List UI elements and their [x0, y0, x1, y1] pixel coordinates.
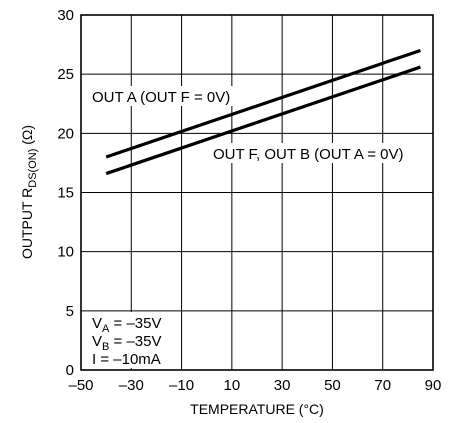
series-label-out-a-background — [90, 86, 238, 106]
y-axis-label: OUTPUT RDS(ON) (Ω) — [19, 125, 39, 259]
x-axis-label: TEMPERATURE (°C) — [190, 401, 324, 417]
y-axis-label-subscript: DS(ON) — [27, 149, 39, 188]
series-label-out-a: OUT A (OUT F = 0V) — [90, 86, 238, 106]
condition-vb-main: V — [92, 333, 102, 350]
x-tick-label: –30 — [119, 377, 144, 394]
condition-vb: VB = –35V — [92, 333, 162, 353]
y-axis-label-suffix: (Ω) — [19, 125, 35, 149]
condition-va-main: V — [92, 315, 102, 332]
condition-va-rest: = –35V — [109, 315, 161, 332]
series-label-out-f-b-background — [211, 143, 421, 163]
condition-current: I = –10mA — [92, 351, 161, 368]
y-tick-label: 15 — [57, 185, 74, 202]
condition-va: VA = –35V — [92, 315, 162, 335]
conditions-box: VA = –35V VB = –35V I = –10mA — [84, 312, 174, 368]
plot-frame — [80, 14, 434, 371]
x-tick-label: 50 — [324, 377, 341, 394]
y-tick-label: 20 — [57, 125, 74, 142]
condition-va-sub: A — [102, 323, 110, 335]
y-tick-labels: 0 5 10 15 20 25 30 — [57, 7, 74, 379]
condition-vb-rest: = –35V — [109, 333, 161, 350]
x-tick-label: –50 — [68, 377, 93, 394]
x-tick-labels: –50 –30 –10 10 30 50 70 90 — [68, 377, 441, 394]
y-tick-label: 25 — [57, 66, 74, 83]
series-lines — [105, 48, 421, 176]
y-tick-label: 5 — [66, 303, 74, 320]
x-tick-label: 10 — [224, 377, 241, 394]
conditions-background — [84, 312, 174, 368]
series-label-out-a-text: OUT A (OUT F = 0V) — [92, 89, 230, 106]
series-label-out-f-b-text: OUT F, OUT B (OUT A = 0V) — [213, 146, 403, 163]
y-axis-label-prefix: OUTPUT R — [19, 188, 35, 259]
x-tick-label: 90 — [425, 377, 442, 394]
condition-vb-sub: B — [102, 341, 109, 353]
y-tick-label: 30 — [57, 7, 74, 24]
x-tick-label: 70 — [374, 377, 391, 394]
x-tick-label: –10 — [169, 377, 194, 394]
x-tick-label: 30 — [274, 377, 291, 394]
y-tick-label: 0 — [66, 362, 74, 379]
series-line-out-a — [105, 48, 421, 159]
grid-lines — [81, 15, 433, 370]
series-line-out-f-b — [105, 65, 421, 176]
series-label-out-f-b: OUT F, OUT B (OUT A = 0V) — [211, 143, 421, 163]
y-tick-label: 10 — [57, 244, 74, 261]
